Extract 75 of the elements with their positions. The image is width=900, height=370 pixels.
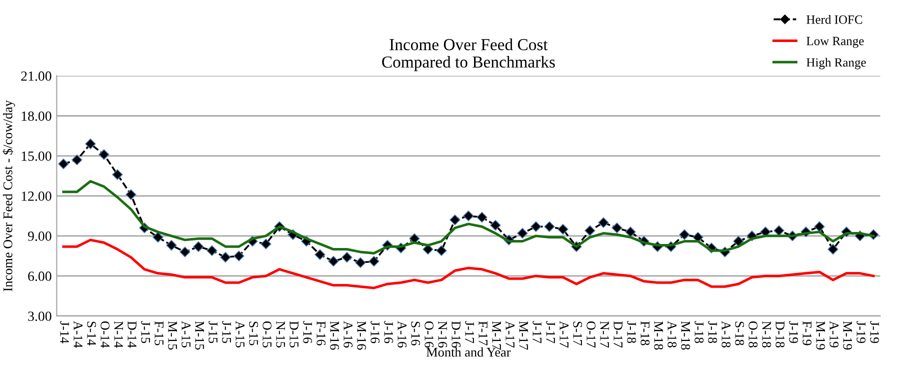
x-tick-label: J-17: [532, 321, 542, 344]
x-tick-label: A-19: [830, 320, 839, 348]
x-tick-label: A-16: [344, 320, 353, 348]
x-tick-label: J-15: [141, 321, 150, 344]
x-tick-label: M-17: [492, 321, 501, 350]
x-tick-label: A-14: [74, 320, 82, 348]
x-tick-label: A-17: [560, 320, 568, 348]
y-axis-title: Income Over Feed Cost - $/cow/day: [2, 100, 16, 292]
x-tick-label: J-16: [303, 321, 312, 344]
x-tick-label: N-17: [600, 321, 609, 348]
x-tick-label: O-16: [424, 321, 434, 348]
x-tick-label: D-17: [614, 321, 622, 348]
x-tick-label: D-18: [776, 321, 785, 348]
x-tick-label: A-15: [182, 320, 190, 348]
x-tick-label: F-18: [640, 321, 650, 346]
x-tick-label: J-16: [384, 321, 394, 344]
y-tick-label: 12.00: [22, 192, 52, 201]
x-tick-label: F-17: [478, 321, 488, 346]
x-tick-label: F-15: [154, 321, 164, 346]
line-series: [62, 238, 875, 290]
x-tick-label: N-15: [276, 321, 285, 348]
x-tick-label: A-17: [506, 320, 514, 348]
x-tick-label: J-18: [708, 321, 718, 344]
legend-label: Herd IOFC: [806, 15, 862, 24]
x-tick-label: A-18: [668, 320, 677, 348]
x-tick-label: J-19: [870, 321, 880, 344]
x-tick-label: S-14: [87, 322, 96, 346]
x-tick-label: F-16: [316, 321, 326, 346]
x-tick-label: M-15: [168, 321, 177, 350]
x-tick-label: F-19: [802, 321, 812, 346]
x-tick-label: A-15: [236, 320, 244, 348]
x-tick-label: M-18: [654, 321, 664, 350]
x-tick-label: O-14: [100, 321, 110, 348]
x-axis-title: Month and Year: [426, 347, 511, 357]
x-tick-label: J-17: [465, 321, 474, 344]
x-tick-label: J-18: [694, 321, 704, 344]
x-tick-label: J-15: [208, 321, 218, 344]
y-tick-label: 18.00: [22, 111, 52, 121]
x-tick-label: D-14: [128, 321, 136, 348]
x-tick-label: N-16: [438, 321, 448, 348]
x-tick-label: N-18: [762, 321, 772, 348]
x-tick-label: J-19: [856, 321, 866, 344]
x-tick-label: M-19: [816, 321, 826, 350]
x-tick-label: J-19: [789, 321, 798, 344]
legend-label: Low Range: [806, 36, 864, 48]
x-tick-label: O-17: [586, 321, 596, 348]
x-tick-label: S-16: [411, 322, 420, 346]
x-tick-label: M-15: [195, 321, 204, 350]
y-tick-label: 6.00: [28, 272, 52, 281]
x-tick-label: O-15: [262, 321, 272, 348]
x-tick-label: M-16: [330, 321, 340, 350]
chart-title: Income Over Feed Cost Compared to Benchmarks: [382, 38, 555, 72]
y-tick-label: 3.00: [28, 312, 52, 321]
x-tick-label: J-16: [370, 321, 380, 344]
x-tick-label: S-18: [735, 322, 744, 346]
x-tick-label: J-18: [627, 321, 636, 344]
x-tick-label: M-18: [681, 321, 690, 350]
x-tick-label: M-17: [519, 321, 528, 350]
y-tick-label: 9.00: [28, 232, 52, 241]
x-tick-label: O-18: [748, 321, 758, 348]
x-tick-label: S-15: [249, 322, 258, 346]
x-tick-label: D-15: [290, 321, 298, 348]
y-tick-label: 21.00: [21, 71, 52, 81]
x-tick-label: N-14: [114, 321, 123, 348]
x-tick-label: J-17: [546, 321, 555, 344]
x-tick-label: A-16: [398, 320, 407, 348]
x-tick-label: M-19: [843, 321, 852, 350]
x-tick-label: J-14: [60, 321, 69, 344]
x-tick-label: S-17: [573, 322, 582, 346]
x-tick-label: M-16: [357, 321, 366, 350]
x-tick-label: A-18: [722, 320, 731, 348]
legend-label: High Range: [806, 58, 866, 70]
x-tick-label: D-16: [452, 321, 461, 348]
x-tick-label: J-15: [222, 321, 231, 344]
y-tick-label: 15.00: [22, 151, 52, 161]
